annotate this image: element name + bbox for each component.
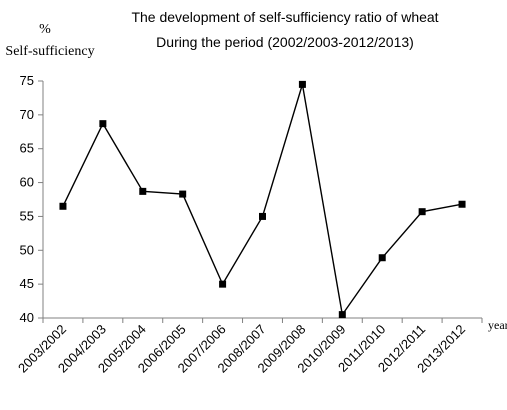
data-point-marker xyxy=(219,280,227,288)
y-axis-unit: % xyxy=(39,22,51,37)
y-tick-label: 60 xyxy=(20,175,34,190)
data-point-marker xyxy=(458,200,466,208)
y-tick-label: 40 xyxy=(20,310,34,325)
y-tick-label: 70 xyxy=(20,107,34,122)
x-axis-label: year xyxy=(488,318,507,332)
chart-title-line-1: The development of self-sufficiency rati… xyxy=(131,9,438,25)
y-tick-label: 65 xyxy=(20,141,34,156)
data-point-marker xyxy=(378,254,386,262)
data-point-marker xyxy=(418,208,426,216)
y-tick-label: 55 xyxy=(20,208,34,223)
chart-title-line-2: During the period (2002/2003-2012/2013) xyxy=(156,34,414,50)
data-point-marker xyxy=(338,311,346,319)
data-point-marker xyxy=(298,80,306,88)
y-tick-label: 50 xyxy=(20,242,34,257)
series-layer xyxy=(59,80,466,319)
y-axis-ticks: 40 45 50 55 60 65 70 75 xyxy=(20,73,43,325)
data-point-marker xyxy=(179,190,187,198)
y-axis-label: Self-sufficiency xyxy=(5,44,94,59)
y-tick-label: 75 xyxy=(20,73,34,88)
data-point-marker xyxy=(139,187,147,195)
series-line xyxy=(62,84,463,317)
data-point-marker xyxy=(99,120,107,128)
data-point-marker xyxy=(59,202,67,210)
y-tick-label: 45 xyxy=(20,276,34,291)
data-point-marker xyxy=(259,212,266,220)
x-axis-ticks: 2003/20022004/20032005/20042006/20052007… xyxy=(15,318,483,376)
